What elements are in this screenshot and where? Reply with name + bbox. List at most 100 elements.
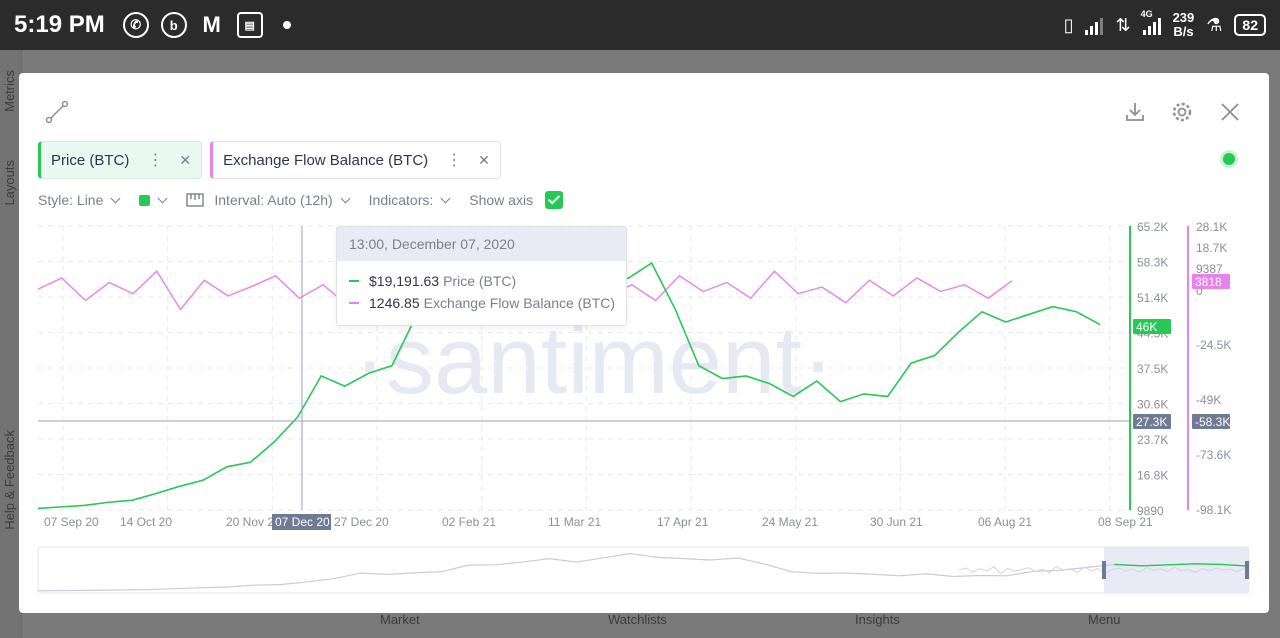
metric-chip-price[interactable]: Price (BTC) ⋮ ✕ bbox=[38, 141, 203, 179]
download-icon[interactable] bbox=[1123, 100, 1147, 124]
price-crosshair-badge-text: 27.3K bbox=[1136, 415, 1167, 429]
tooltip-label: Exchange Flow Balance (BTC) bbox=[423, 295, 616, 311]
x-axis-tick: 14 Oct 20 bbox=[120, 515, 172, 529]
chart-axes: 65.2K58.3K51.4K44.5K37.5K30.6K23.7K16.8K… bbox=[1129, 220, 1231, 518]
tooltip-label: Price (BTC) bbox=[443, 273, 517, 289]
price-last-badge-text: 46K bbox=[1136, 320, 1157, 334]
close-icon[interactable] bbox=[1218, 100, 1242, 124]
x-axis-tick: 02 Feb 21 bbox=[442, 515, 496, 529]
flow-axis-tick: -73.6K bbox=[1196, 448, 1231, 462]
metric-chips: Price (BTC) ⋮ ✕ Exchange Flow Balance (B… bbox=[38, 141, 501, 179]
network-speed: 239 B/s bbox=[1173, 11, 1195, 39]
kebab-menu-icon[interactable]: ⋮ bbox=[147, 152, 164, 169]
flow-last-badge-bg bbox=[1192, 274, 1230, 289]
interval-ruler-icon bbox=[186, 193, 205, 207]
flow-axis-tick: -98.1K bbox=[1196, 503, 1231, 517]
flow-axis-tick: 0 bbox=[1196, 284, 1203, 298]
flow-last-badge-text: 3818 bbox=[1195, 275, 1222, 289]
chart-toolbar: Style: Line Interval: Auto (12h) Indicat… bbox=[38, 190, 583, 210]
metric-chip-label: Price (BTC) bbox=[51, 151, 130, 169]
flow-axis-tick: 28.1K bbox=[1196, 220, 1227, 234]
flow-line-marker bbox=[349, 302, 359, 304]
color-dropdown[interactable] bbox=[139, 193, 168, 206]
bg-sidebar-layouts: Layouts bbox=[2, 160, 17, 206]
battery-indicator: 82 bbox=[1234, 14, 1266, 36]
price-axis-tick: 9890 bbox=[1137, 504, 1164, 518]
flow-axis-tick: 9387 bbox=[1196, 262, 1223, 276]
price-last-badge-bg bbox=[1133, 319, 1171, 334]
style-label: Style: Line bbox=[38, 192, 104, 208]
x-axis-tick: 07 Sep 20 bbox=[44, 515, 99, 529]
bg-nav-market: Market bbox=[380, 612, 420, 627]
tooltip-row-price: $19,191.63 Price (BTC) bbox=[349, 273, 516, 289]
show-axis-label: Show axis bbox=[469, 192, 534, 208]
color-swatch bbox=[139, 194, 151, 206]
metric-chip-label: Exchange Flow Balance (BTC) bbox=[223, 151, 429, 169]
x-axis-tick: 06 Aug 21 bbox=[978, 515, 1032, 529]
document-app-icon: ▤ bbox=[236, 12, 263, 38]
data-transfer-icon: ⇅ bbox=[1115, 14, 1131, 35]
bg-nav-insights: Insights bbox=[855, 612, 900, 627]
navigator-price-line bbox=[37, 552, 1250, 592]
price-axis-tick: 16.8K bbox=[1137, 469, 1168, 483]
hover-x-badge-bg bbox=[272, 514, 331, 530]
price-line-marker bbox=[349, 280, 359, 282]
price-crosshair-badge: 27.3K bbox=[1133, 414, 1171, 429]
flow-crosshair-badge: -58.3K bbox=[1192, 414, 1230, 429]
navigator-price-selected bbox=[1114, 563, 1250, 567]
tooltip-row-flow: 1246.85 Exchange Flow Balance (BTC) bbox=[349, 295, 615, 311]
navigator bbox=[37, 546, 1250, 594]
flow-axis-tick: 18.7K bbox=[1196, 241, 1227, 255]
flow-crosshair-badge-bg bbox=[1192, 414, 1230, 429]
price-axis-tick: 23.7K bbox=[1137, 433, 1168, 447]
crosshair bbox=[38, 226, 1130, 510]
bg-nav-watchlists: Watchlists bbox=[608, 612, 667, 627]
x-axis-tick: 24 May 21 bbox=[762, 515, 818, 529]
chart-modal: Price (BTC) ⋮ ✕ Exchange Flow Balance (B… bbox=[19, 73, 1269, 613]
navigator-flow-line bbox=[958, 565, 1245, 575]
price-axis-tick: 37.5K bbox=[1137, 362, 1168, 376]
bg-sidebar-metrics: Metrics bbox=[2, 70, 17, 112]
interval-dropdown[interactable]: Interval: Auto (12h) bbox=[186, 192, 351, 208]
price-crosshair-badge-bg bbox=[1133, 414, 1171, 429]
x-axis-tick: 20 Nov 20 bbox=[226, 515, 281, 529]
indicators-label: Indicators: bbox=[368, 192, 434, 208]
b-app-icon: b bbox=[160, 12, 187, 38]
indicators-dropdown[interactable]: Indicators: bbox=[368, 192, 451, 208]
navigator-handle-left bbox=[1102, 561, 1106, 579]
gear-icon[interactable] bbox=[1170, 100, 1194, 124]
x-axis-tick: 11 Mar 21 bbox=[548, 515, 601, 529]
x-axis-tick: 27 Dec 20 bbox=[334, 515, 389, 529]
price-axis-tick: 65.2K bbox=[1137, 220, 1168, 234]
bg-sidebar-help: Help & Feedback bbox=[2, 430, 17, 530]
more-notifications-icon bbox=[282, 21, 291, 29]
signal-icon bbox=[1085, 15, 1104, 35]
price-last-badge: 46K bbox=[1133, 319, 1171, 334]
metric-chip-exchange-flow[interactable]: Exchange Flow Balance (BTC) ⋮ ✕ bbox=[210, 141, 501, 179]
line-style-icon[interactable] bbox=[45, 100, 69, 124]
chart-area[interactable]: ·santiment· 65.2K58.3K51.4K44.5K37.5K30.… bbox=[19, 73, 1269, 613]
show-axis-toggle[interactable]: Show axis bbox=[469, 191, 564, 209]
flow-last-badge: 3818 bbox=[1192, 274, 1230, 289]
flow-crosshair-badge-text: -58.3K bbox=[1195, 415, 1230, 429]
navigator-handle-right bbox=[1245, 561, 1249, 579]
kebab-menu-icon[interactable]: ⋮ bbox=[446, 152, 463, 169]
whatsapp-icon: ✆ bbox=[122, 12, 149, 38]
x-axis-tick: 17 Apr 21 bbox=[657, 515, 709, 529]
price-axis-tick: 58.3K bbox=[1137, 256, 1168, 270]
flask-icon: ⚗ bbox=[1206, 14, 1223, 35]
tooltip-value: $19,191.63 bbox=[369, 273, 440, 289]
tooltip-value: 1246.85 bbox=[369, 295, 420, 311]
x-axis: 07 Sep 20 14 Oct 20 20 Nov 20 27 Dec 20 02 F… bbox=[44, 514, 1153, 530]
hover-x-label: 07 Dec 20 bbox=[275, 515, 330, 529]
remove-metric-icon[interactable]: ✕ bbox=[478, 151, 490, 168]
x-axis-tick: 30 Jun 21 bbox=[870, 515, 923, 529]
signal-4g-icon: 4G bbox=[1141, 9, 1161, 35]
status-time: 5:19 PM bbox=[14, 11, 105, 38]
interval-label: Interval: Auto (12h) bbox=[214, 192, 333, 208]
style-dropdown[interactable]: Style: Line bbox=[38, 192, 121, 208]
remove-metric-icon[interactable]: ✕ bbox=[179, 151, 192, 168]
flow-axis-tick: -24.5K bbox=[1196, 338, 1231, 352]
show-axis-checkbox[interactable] bbox=[545, 191, 564, 209]
bg-nav-menu: Menu bbox=[1088, 612, 1121, 627]
